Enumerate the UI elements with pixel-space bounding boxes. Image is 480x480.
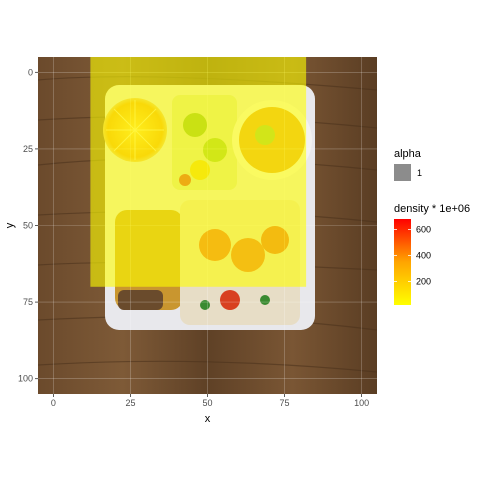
legend-alpha-key (394, 164, 411, 181)
density-colorbar (394, 219, 411, 305)
x-tick-label: 50 (202, 398, 212, 408)
legend-alpha-title: alpha (394, 148, 422, 160)
y-axis: 0 25 50 75 100 (18, 67, 38, 384)
y-tick-label: 100 (18, 374, 33, 384)
y-axis-title: y (4, 222, 16, 228)
colorbar-tick-label: 200 (416, 277, 431, 287)
y-tick-label: 0 (28, 67, 33, 77)
legend-density: density * 1e+06 200 400 600 (394, 203, 470, 305)
x-tick-label: 0 (51, 398, 56, 408)
x-tick-label: 25 (125, 398, 135, 408)
y-tick-label: 50 (23, 221, 33, 231)
x-axis: 0 25 50 75 100 (51, 394, 369, 408)
colorbar-tick-label: 400 (416, 250, 431, 260)
x-tick-label: 100 (354, 398, 369, 408)
colorbar-tick-label: 600 (416, 224, 431, 234)
legend-alpha-label: 1 (417, 168, 422, 178)
y-tick-label: 25 (23, 144, 33, 154)
legend-alpha: alpha 1 (394, 148, 422, 181)
x-tick-label: 75 (280, 398, 290, 408)
x-axis-title: x (205, 413, 211, 425)
legend-density-title: density * 1e+06 (394, 203, 470, 215)
y-tick-label: 75 (23, 297, 33, 307)
density-overlay-tile (90, 57, 307, 287)
